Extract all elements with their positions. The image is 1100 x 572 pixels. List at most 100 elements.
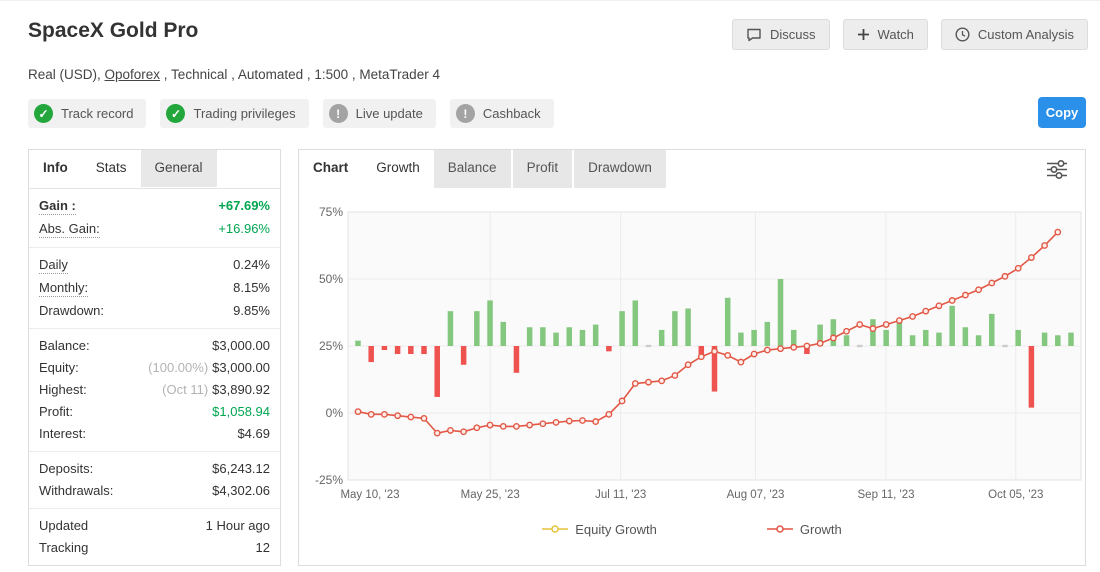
plus-icon <box>857 28 870 41</box>
stat-label: Profit: <box>39 404 73 419</box>
stat-row-equity: Equity: (100.00%) $3,000.00 <box>29 357 280 379</box>
badge-live-update[interactable]: ! Live update <box>322 99 436 128</box>
stat-value: +67.69% <box>218 198 270 214</box>
chart-tabs: Chart Growth Balance Profit Drawdown <box>299 150 1085 188</box>
action-label: Watch <box>877 27 914 42</box>
stat-label: Drawdown: <box>39 303 105 318</box>
discuss-button[interactable]: Discuss <box>732 19 830 50</box>
stat-label: Updated <box>39 518 89 533</box>
stats-panel-tabs: Info Stats General <box>29 150 280 189</box>
badge-trading-privileges[interactable]: ✓ Trading privileges <box>160 99 309 128</box>
stat-value: 9.85% <box>233 303 270 319</box>
badge-label: Trading privileges <box>193 106 296 121</box>
stat-group: Deposits: $6,243.12 Withdrawals: $4,302.06 <box>29 451 280 508</box>
exclamation-icon: ! <box>328 104 348 123</box>
legend-equity-growth[interactable]: Equity Growth <box>542 522 657 537</box>
stat-row-tracking: Tracking 12 <box>29 537 280 559</box>
stat-value: $4.69 <box>237 426 270 442</box>
stat-value-text: 12 <box>255 540 270 555</box>
stat-value-text: $3,000.00 <box>212 360 270 375</box>
legend-marker-icon <box>542 522 569 537</box>
svg-text:Aug 07, '23: Aug 07, '23 <box>727 489 785 501</box>
badge-label: Live update <box>355 106 423 121</box>
check-icon: ✓ <box>34 104 53 123</box>
chart-legend: Equity Growth Growth <box>299 522 1085 537</box>
custom-analysis-button[interactable]: Custom Analysis <box>940 19 1088 50</box>
stat-value-text: $4.69 <box>237 426 270 441</box>
stat-label: Deposits: <box>39 461 94 476</box>
stat-row-monthly: Monthly: 8.15% <box>29 277 280 300</box>
account-subtitle: Real (USD), Opoforex , Technical , Autom… <box>28 67 440 82</box>
stat-row-abs-gain: Abs. Gain: +16.96% <box>29 218 280 241</box>
badge-track-record[interactable]: ✓ Track record <box>28 99 147 128</box>
stat-value-text: 9.85% <box>233 303 270 318</box>
badge-cashback[interactable]: ! Cashback <box>449 99 554 128</box>
stat-group: Updated 1 Hour ago Tracking 12 <box>29 508 280 565</box>
stat-value-text: 1 Hour ago <box>205 518 270 533</box>
stat-label[interactable]: Monthly: <box>39 280 89 297</box>
stat-label[interactable]: Gain : <box>39 198 76 215</box>
tab-drawdown[interactable]: Drawdown <box>574 150 666 188</box>
legend-growth[interactable]: Growth <box>766 522 842 537</box>
legend-label: Equity Growth <box>575 522 657 537</box>
watch-button[interactable]: Watch <box>842 19 928 50</box>
svg-text:-25%: -25% <box>315 473 343 487</box>
page-title: SpaceX Gold Pro <box>28 19 199 42</box>
broker-link[interactable]: Opoforex <box>104 67 161 82</box>
stat-value-text: $1,058.94 <box>212 404 270 419</box>
svg-text:Oct 05, '23: Oct 05, '23 <box>988 489 1043 501</box>
subtitle-prefix: Real (USD), <box>28 67 105 82</box>
stat-value: 1 Hour ago <box>206 518 270 534</box>
stat-value: (Oct 11) $3,890.92 <box>162 382 270 398</box>
tab-stats[interactable]: Stats <box>95 160 127 175</box>
stat-value: 12 <box>256 540 270 556</box>
stats-panel: Info Stats General Gain : +67.69% Abs. Gain:… <box>28 149 281 566</box>
badge-label: Track record <box>61 106 134 121</box>
stat-value-prefix: (Oct 11) <box>162 382 209 397</box>
tab-info[interactable]: Info <box>43 160 68 175</box>
stat-value-text: $3,890.92 <box>212 382 270 397</box>
stat-value: $3,000.00 <box>212 338 270 354</box>
tab-growth[interactable]: Growth <box>362 150 434 188</box>
stat-value-text: 0.24% <box>233 257 270 272</box>
stat-label: Equity: <box>39 360 79 375</box>
svg-text:May 25, '23: May 25, '23 <box>461 489 520 501</box>
stat-label: Tracking <box>39 540 89 555</box>
svg-text:25%: 25% <box>319 339 343 353</box>
stat-value-text: $6,243.12 <box>212 461 270 476</box>
stat-value-text: +16.96% <box>218 221 270 236</box>
stat-value: $4,302.06 <box>212 483 270 499</box>
tab-profit[interactable]: Profit <box>512 150 573 188</box>
copy-button[interactable]: Copy <box>1038 97 1086 128</box>
tab-general[interactable]: General <box>140 150 217 187</box>
stat-row-withdrawals: Withdrawals: $4,302.06 <box>29 480 280 502</box>
chart-tabs-row: Chart Growth Balance Profit Drawdown <box>299 150 1085 188</box>
exclamation-icon: ! <box>455 104 475 123</box>
clock-icon <box>955 27 970 42</box>
stat-label: Balance: <box>39 338 90 353</box>
header-actions: Discuss Watch Custom Analysis <box>732 19 1088 50</box>
growth-chart[interactable]: 75% 50% 25% 0% -25% May 10, '23 May 25, '23 Jul… <box>299 188 1085 518</box>
stat-label: Withdrawals: <box>39 483 114 498</box>
legend-label: Growth <box>799 522 842 537</box>
stat-label: Highest: <box>39 382 87 397</box>
stat-value-text: $4,302.06 <box>212 483 270 498</box>
svg-text:75%: 75% <box>319 205 343 219</box>
tab-balance[interactable]: Balance <box>433 150 511 188</box>
check-icon: ✓ <box>166 104 186 123</box>
stat-label[interactable]: Daily <box>39 257 68 274</box>
stat-value: $6,243.12 <box>212 461 270 477</box>
stat-value: +16.96% <box>218 221 270 237</box>
stat-row-gain: Gain : +67.69% <box>29 195 280 218</box>
stat-label[interactable]: Abs. Gain: <box>39 221 100 238</box>
svg-text:Jul 11, '23: Jul 11, '23 <box>595 489 646 501</box>
chart-settings-icon[interactable] <box>1045 159 1069 185</box>
badge-label: Cashback <box>482 106 541 121</box>
svg-text:50%: 50% <box>319 272 343 286</box>
stat-row-updated: Updated 1 Hour ago <box>29 515 280 537</box>
stat-row-balance: Balance: $3,000.00 <box>29 335 280 357</box>
stat-row-profit: Profit: $1,058.94 <box>29 401 280 423</box>
stat-value-text: 8.15% <box>233 280 270 295</box>
stat-group: Gain : +67.69% Abs. Gain: +16.96% <box>29 189 280 247</box>
